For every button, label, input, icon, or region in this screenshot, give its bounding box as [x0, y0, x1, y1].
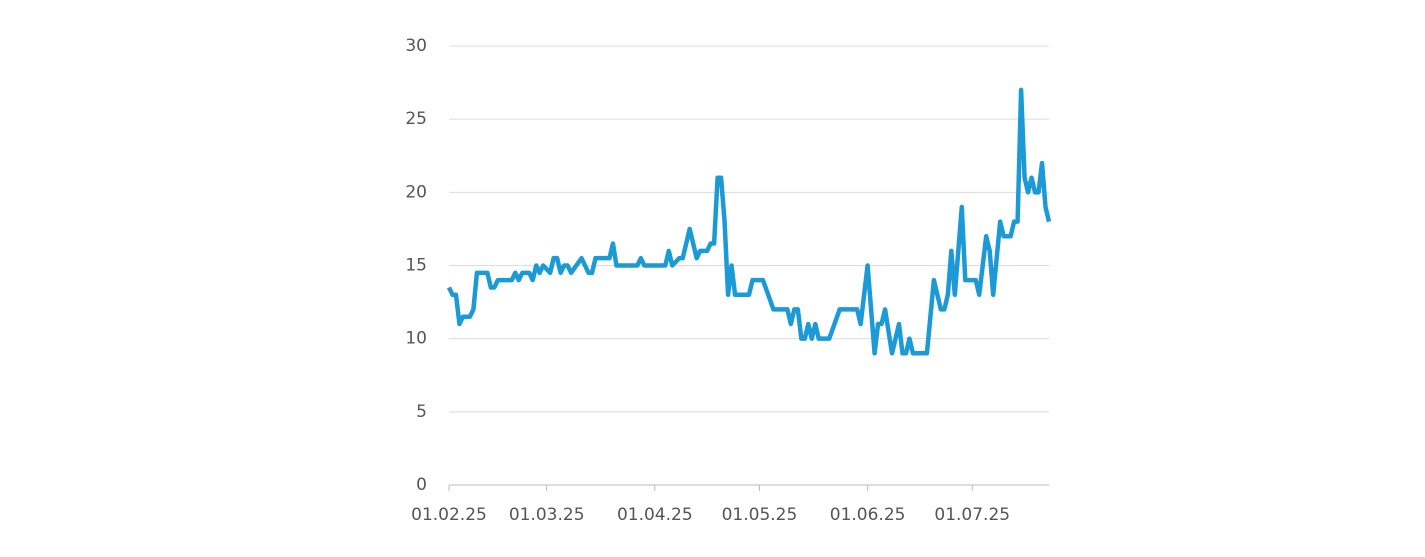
- x-tick-label: 01.04.25: [617, 505, 693, 525]
- x-tick-label: 01.05.25: [722, 505, 798, 525]
- y-tick-label: 25: [405, 109, 427, 129]
- x-tick-label: 01.03.25: [509, 505, 585, 525]
- x-tick-label: 01.02.25: [411, 505, 487, 525]
- y-tick-label: 5: [416, 402, 427, 422]
- y-tick-label: 30: [405, 36, 427, 56]
- y-tick-label: 0: [416, 475, 427, 495]
- y-tick-label: 15: [405, 256, 427, 276]
- y-tick-label: 10: [405, 329, 427, 349]
- y-tick-label: 20: [405, 182, 427, 202]
- line: [446, 87, 1052, 356]
- x-tick-label: 01.07.25: [934, 505, 1010, 525]
- x-tick-label: 01.06.25: [830, 505, 906, 525]
